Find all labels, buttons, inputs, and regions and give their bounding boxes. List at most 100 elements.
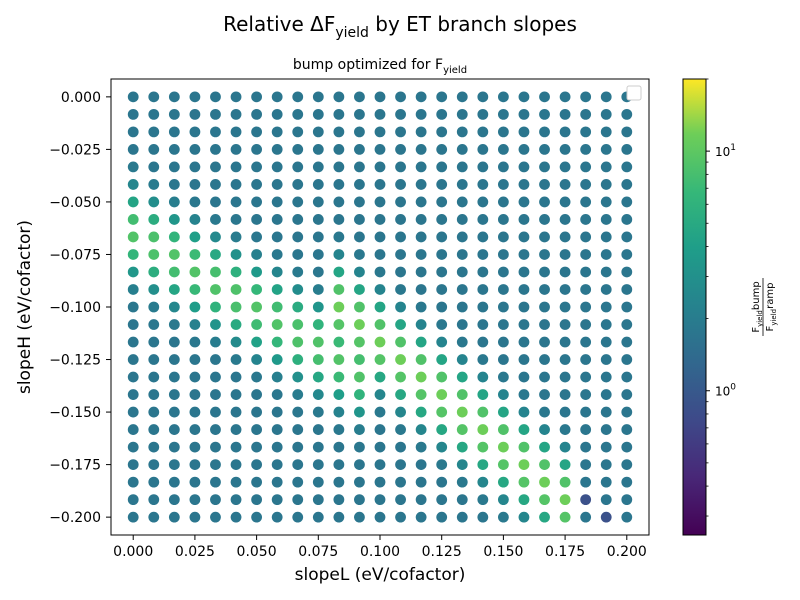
scatter-point xyxy=(518,144,530,155)
scatter-point xyxy=(230,179,242,190)
scatter-point xyxy=(395,161,406,173)
scatter-point xyxy=(271,371,283,383)
scatter-point xyxy=(210,144,221,155)
scatter-point xyxy=(600,249,612,260)
scatter-point xyxy=(271,319,283,330)
scatter-point xyxy=(415,249,427,260)
scatter-point xyxy=(210,459,221,470)
scatter-point xyxy=(456,371,468,383)
scatter-point xyxy=(621,196,633,208)
scatter-point xyxy=(312,389,324,400)
scatter-point xyxy=(415,266,427,278)
scatter-point xyxy=(148,494,160,506)
scatter-point xyxy=(580,266,592,278)
scatter-point xyxy=(477,231,489,243)
scatter-point xyxy=(456,424,468,435)
scatter-point xyxy=(395,249,406,260)
scatter-point xyxy=(168,266,180,278)
scatter-point xyxy=(559,301,571,313)
scatter-point xyxy=(271,266,283,278)
colorbar-tick-label: 100 xyxy=(715,383,736,399)
x-tick-label: 0.200 xyxy=(607,544,647,560)
scatter-point xyxy=(621,511,633,523)
scatter-point xyxy=(497,196,509,208)
scatter-point xyxy=(621,371,633,383)
scatter-point xyxy=(189,336,201,348)
scatter-point xyxy=(333,459,345,470)
scatter-point xyxy=(559,336,571,348)
scatter-point xyxy=(559,266,571,278)
scatter-point xyxy=(354,91,365,103)
scatter-point xyxy=(292,424,304,435)
scatter-point xyxy=(415,424,427,435)
scatter-point xyxy=(415,301,427,313)
scatter-point xyxy=(539,371,550,383)
scatter-point xyxy=(539,494,550,506)
scatter-point xyxy=(189,231,201,243)
scatter-point xyxy=(374,389,386,400)
scatter-point xyxy=(539,126,550,138)
scatter-point xyxy=(580,126,592,138)
scatter-point xyxy=(333,284,345,295)
scatter-point xyxy=(559,126,571,138)
y-axis-label: slopeH (eV/cofactor) xyxy=(15,220,35,394)
scatter-point xyxy=(210,406,221,418)
scatter-point xyxy=(333,108,345,120)
scatter-point xyxy=(580,441,592,453)
scatter-point xyxy=(559,459,571,470)
scatter-point xyxy=(395,319,406,330)
scatter-point xyxy=(600,354,612,365)
scatter-point xyxy=(559,231,571,243)
scatter-point xyxy=(374,371,386,383)
scatter-point xyxy=(333,91,345,103)
scatter-point xyxy=(271,406,283,418)
scatter-point xyxy=(148,108,160,120)
scatter-point xyxy=(374,108,386,120)
scatter-point xyxy=(518,231,530,243)
scatter-point xyxy=(312,441,324,453)
scatter-point xyxy=(580,476,592,488)
scatter-point xyxy=(251,371,263,383)
scatter-point xyxy=(210,196,221,208)
x-tick-label: 0.075 xyxy=(298,544,338,560)
scatter-point xyxy=(127,144,139,155)
scatter-point xyxy=(333,476,345,488)
scatter-point xyxy=(271,214,283,225)
scatter-point xyxy=(168,126,180,138)
x-tick-label: 0.100 xyxy=(360,544,400,560)
scatter-point xyxy=(168,196,180,208)
scatter-point xyxy=(395,284,406,295)
scatter-point xyxy=(456,161,468,173)
scatter-point xyxy=(621,389,633,400)
scatter-point xyxy=(477,476,489,488)
scatter-point xyxy=(456,249,468,260)
scatter-point xyxy=(436,126,448,138)
scatter-point xyxy=(333,266,345,278)
scatter-point xyxy=(395,354,406,365)
scatter-point xyxy=(271,301,283,313)
scatter-point xyxy=(312,354,324,365)
scatter-point xyxy=(518,336,530,348)
scatter-point xyxy=(374,494,386,506)
scatter-point xyxy=(251,196,263,208)
scatter-point xyxy=(271,161,283,173)
y-tick-label: −0.025 xyxy=(49,142,101,158)
scatter-point xyxy=(127,214,139,225)
scatter-point xyxy=(477,371,489,383)
scatter-point xyxy=(600,108,612,120)
scatter-point xyxy=(271,459,283,470)
scatter-point xyxy=(497,336,509,348)
scatter-point xyxy=(539,108,550,120)
scatter-point xyxy=(456,144,468,155)
scatter-point xyxy=(148,459,160,470)
y-tick-label: −0.200 xyxy=(49,510,101,526)
scatter-point xyxy=(374,214,386,225)
scatter-point xyxy=(189,214,201,225)
scatter-point xyxy=(621,354,633,365)
scatter-point xyxy=(415,476,427,488)
scatter-point xyxy=(395,266,406,278)
scatter-point xyxy=(580,144,592,155)
scatter-point xyxy=(477,511,489,523)
scatter-point xyxy=(436,266,448,278)
scatter-point xyxy=(621,144,633,155)
